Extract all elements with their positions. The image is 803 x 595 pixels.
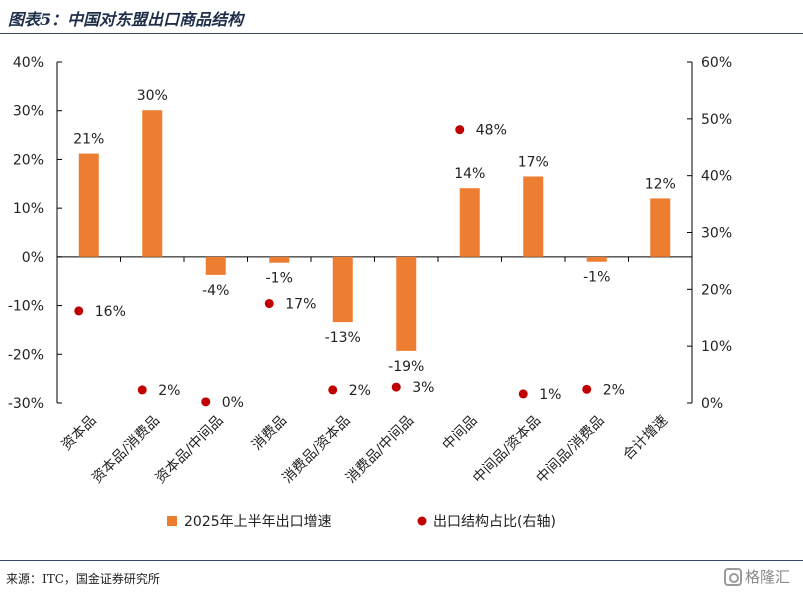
right-axis: 60% 50% 40% 30% 20% 10% 0%	[687, 55, 732, 412]
bar-data-label: 12%	[645, 176, 676, 192]
bar	[459, 188, 480, 257]
source-note: 来源：ITC，国金证券研究所	[6, 572, 160, 586]
bar	[586, 256, 607, 262]
dot-data-label: 3%	[412, 380, 434, 396]
bar-data-label: 30%	[137, 88, 168, 104]
category-label: 中间品/消费品	[534, 413, 608, 487]
dot-data-label: 2%	[349, 383, 371, 399]
bar	[269, 256, 290, 263]
bar-data-label: 21%	[73, 132, 104, 148]
dot-point	[201, 397, 211, 407]
bar-data-label: -1%	[583, 270, 610, 286]
dot-data-label: 1%	[539, 387, 561, 403]
dot-point	[518, 389, 528, 399]
bar-data-label: -4%	[202, 283, 229, 299]
left-axis-tick-label: -20%	[8, 347, 44, 363]
bar	[650, 198, 671, 257]
dot-point	[74, 306, 84, 316]
right-axis-tick-label: 60%	[701, 55, 732, 71]
left-axis-tick-label: -30%	[8, 396, 44, 412]
legend-dot-swatch	[417, 516, 427, 526]
bar	[142, 110, 163, 257]
dot-series: 16% 2% 0% 17% 2% 3% 48% 1% 2%	[74, 123, 625, 411]
bar-data-label: 17%	[518, 154, 549, 170]
left-axis-tick-label: 20%	[13, 152, 44, 168]
bar	[332, 256, 353, 323]
dot-data-label: 0%	[222, 395, 244, 411]
legend-bar-label: 2025年上半年出口增速	[184, 514, 332, 530]
left-axis-tick-label: 10%	[13, 201, 44, 217]
dot-data-label: 48%	[476, 123, 507, 139]
dot-data-label: 2%	[603, 382, 625, 398]
legend: 2025年上半年出口增速 出口结构占比(右轴)	[167, 514, 556, 530]
chart-svg: 40%30%20%10%0%-10%-20%-30% 60%50%40%30%2…	[8, 55, 732, 530]
chart-title: 图表5：中国对东盟出口商品结构	[8, 10, 244, 29]
dot-data-label: 16%	[95, 304, 126, 320]
category-label: 资本品	[59, 413, 100, 454]
left-axis-tick-label: 0%	[22, 250, 44, 266]
right-axis-tick-label: 10%	[701, 339, 732, 355]
dot-point	[264, 299, 274, 309]
left-axis-tick-label: 40%	[13, 55, 44, 71]
left-axis: 40% 30% 20% 10% 0% -10% -20% -30%	[8, 55, 62, 412]
watermark-text: 格隆汇	[745, 568, 791, 586]
legend-dot-label: 出口结构占比(右轴)	[433, 514, 556, 530]
header-rule	[0, 33, 803, 34]
left-axis-tick-label: -10%	[8, 299, 44, 315]
right-axis-tick-label: 20%	[701, 282, 732, 298]
left-axis-tick-label: 30%	[13, 104, 44, 120]
category-label: 合计增速	[620, 413, 671, 464]
dot-point	[455, 125, 465, 135]
watermark-logo-icon	[724, 567, 742, 586]
dot-point	[391, 382, 401, 392]
right-axis-tick-label: 30%	[701, 226, 732, 242]
right-axis-tick-label: 0%	[701, 396, 723, 412]
bar	[205, 256, 226, 275]
right-axis-tick-label: 50%	[701, 112, 732, 128]
watermark: 格隆汇	[724, 566, 790, 587]
footer-rule	[0, 560, 803, 561]
bar	[78, 153, 99, 257]
dot-point	[137, 385, 147, 395]
bar-data-label: -13%	[325, 330, 361, 346]
category-label: 消费品	[249, 413, 290, 454]
bar	[396, 256, 417, 351]
category-label: 资本品/中间品	[153, 413, 227, 487]
bar-data-label: -19%	[388, 359, 424, 375]
bar-data-label: -1%	[266, 271, 293, 287]
dot-data-label: 17%	[285, 297, 316, 313]
dot-data-label: 2%	[158, 383, 180, 399]
category-label: 消费品/中间品	[343, 413, 417, 487]
dot-point	[582, 384, 592, 394]
legend-bar-swatch	[167, 516, 177, 526]
bar-series: 21% 30% -4% -1% -13% -19% 14% 17% -1% 12%	[56, 88, 693, 375]
dot-point	[328, 385, 338, 395]
right-axis-tick-label: 40%	[701, 169, 732, 185]
bar-data-label: 14%	[454, 166, 485, 182]
bar	[523, 176, 544, 257]
category-label: 中间品	[440, 413, 481, 454]
